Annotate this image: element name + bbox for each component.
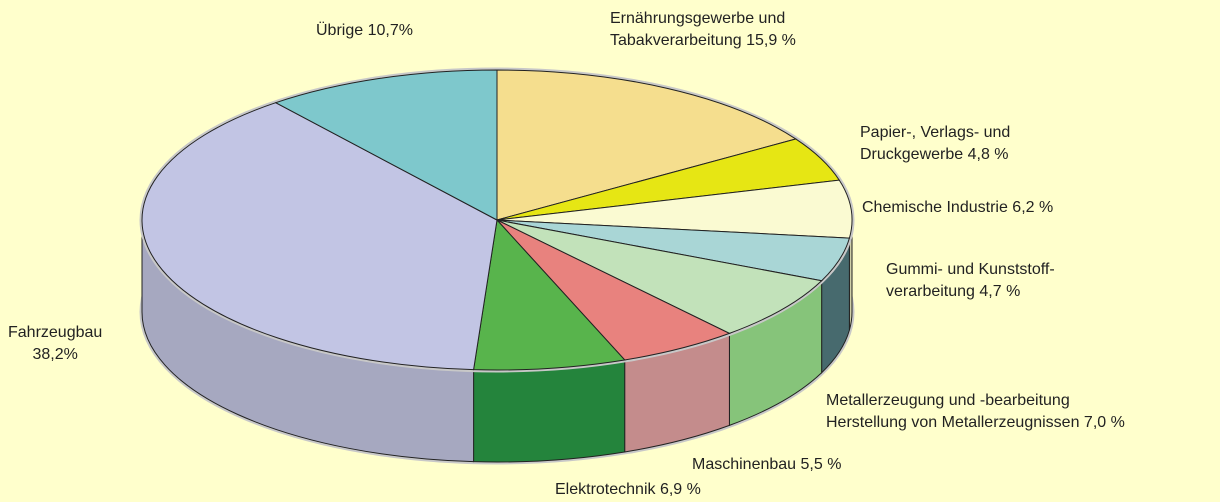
slice-value: 38,2% — [32, 346, 78, 363]
slice — [496, 69, 797, 221]
slice-value: 15,9 % — [746, 32, 796, 49]
slice-name: Papier-, Verlags- und Druckgewerbe — [860, 124, 1011, 163]
slice-name: Ernährungsgewerbe und Tabakverarbeitung — [610, 10, 786, 49]
slice-name: Übrige — [316, 22, 364, 39]
slice-name: Metallerzeugung und -bearbeitung Herstel… — [826, 392, 1080, 431]
slice-value: 4,8 % — [967, 146, 1009, 163]
slice — [274, 69, 498, 221]
slice-side — [473, 359, 626, 463]
slice-value: 6,2 % — [1012, 199, 1054, 216]
slice — [496, 219, 823, 334]
slice-name: Gummi- und Kunststoff- verarbeitung — [886, 261, 1055, 300]
slice-label: Metallerzeugung und -bearbeitung Herstel… — [826, 390, 1125, 434]
slice-value: 7,0 % — [1083, 414, 1125, 431]
slice-name: Chemische Industrie — [862, 199, 1008, 216]
slice — [472, 218, 626, 371]
slice-name: Maschinenbau — [692, 456, 797, 473]
slice-value: 6,9 % — [659, 481, 701, 498]
slice-value: 5,5 % — [800, 456, 842, 473]
slice-label: Chemische Industrie 6,2 % — [862, 197, 1053, 219]
slice-name: Fahrzeugbau — [8, 324, 103, 341]
slice-label: Elektrotechnik 6,9 % — [555, 479, 701, 501]
slice — [141, 102, 498, 371]
slice-label: Ernährungsgewerbe und Tabakverarbeitung … — [610, 8, 796, 52]
slice-name: Elektrotechnik — [555, 481, 656, 498]
slice-value: 10,7% — [367, 22, 413, 39]
slice-label: Fahrzeugbau 38,2% — [8, 322, 102, 366]
slice — [496, 179, 853, 239]
slice-label: Gummi- und Kunststoff- verarbeitung 4,7 … — [886, 259, 1055, 303]
slice-value: 4,7 % — [979, 283, 1021, 300]
slice-label: Übrige 10,7% — [316, 20, 413, 42]
slice-label: Papier-, Verlags- und Druckgewerbe 4,8 % — [860, 122, 1010, 166]
slice-label: Maschinenbau 5,5 % — [692, 454, 841, 476]
